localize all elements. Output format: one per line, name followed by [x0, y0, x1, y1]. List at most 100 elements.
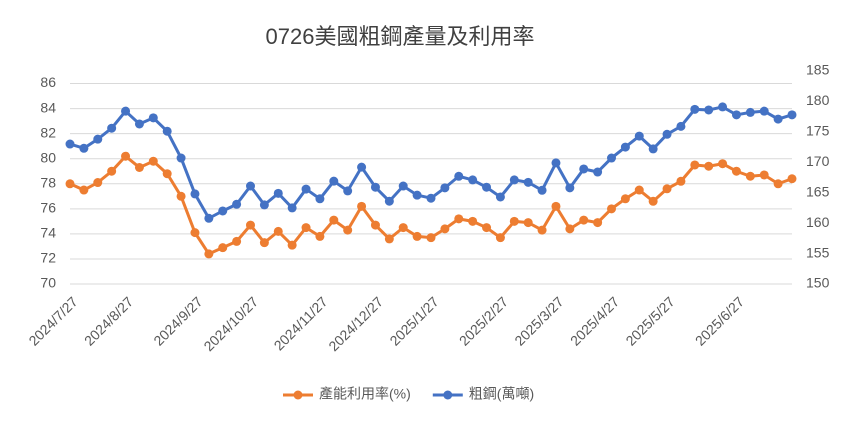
point: [426, 193, 436, 203]
x-tick-label: 2024/10/27: [200, 293, 261, 354]
x-tick-label: 2024/8/27: [81, 293, 137, 349]
point: [412, 190, 422, 200]
point: [454, 214, 464, 224]
y-tick-label: 86: [40, 74, 56, 90]
point: [662, 184, 672, 194]
point: [440, 183, 450, 193]
y-tick-label: 70: [40, 275, 56, 291]
point: [690, 160, 700, 170]
x-tick-label: 2025/4/27: [567, 293, 623, 349]
point: [384, 196, 394, 206]
point: [79, 185, 89, 195]
legend-marker: [293, 390, 303, 400]
point: [648, 196, 658, 206]
point: [162, 169, 172, 179]
point: [357, 201, 367, 211]
chart-title: 0726美國粗鋼產量及利用率: [266, 24, 535, 49]
point: [690, 104, 700, 114]
point: [759, 106, 769, 116]
point: [343, 186, 353, 196]
point: [454, 171, 464, 181]
point: [718, 159, 728, 169]
y2-tick-label: 170: [806, 153, 830, 169]
point: [107, 166, 117, 176]
point: [301, 184, 311, 194]
point: [537, 185, 547, 195]
point: [370, 182, 380, 192]
y2-tick-label: 165: [806, 183, 830, 199]
point: [176, 153, 186, 163]
y2-tick-label: 175: [806, 123, 830, 139]
point: [620, 142, 630, 152]
point: [718, 102, 728, 112]
point: [482, 182, 492, 192]
point: [593, 218, 603, 228]
point: [107, 123, 117, 133]
point: [315, 194, 325, 204]
y2-tick-label: 160: [806, 214, 830, 230]
point: [773, 179, 783, 189]
point: [426, 233, 436, 243]
y-tick-label: 74: [40, 225, 56, 241]
x-tick-label: 2024/11/27: [271, 293, 331, 353]
point: [93, 134, 103, 144]
x-tick-label: 2025/6/27: [692, 293, 748, 349]
point: [759, 170, 769, 180]
point: [384, 234, 394, 244]
point: [565, 224, 575, 234]
legend-label: 產能利用率(%): [319, 386, 411, 402]
point: [440, 224, 450, 234]
point: [357, 162, 367, 172]
point: [121, 106, 131, 116]
point: [273, 188, 283, 198]
point: [704, 105, 714, 115]
point: [662, 129, 672, 139]
point: [93, 178, 103, 188]
point: [246, 181, 255, 191]
point: [134, 162, 144, 172]
point: [329, 176, 339, 186]
x-tick-label: 2024/12/27: [325, 293, 386, 354]
y2-tick-label: 180: [806, 92, 830, 108]
point: [731, 166, 741, 176]
point: [190, 228, 200, 238]
point: [218, 206, 228, 216]
point: [259, 238, 269, 248]
point: [537, 225, 547, 235]
point: [607, 153, 616, 163]
point: [509, 175, 519, 185]
point: [676, 121, 686, 131]
point: [634, 185, 644, 195]
point: [495, 192, 505, 202]
point: [121, 151, 131, 161]
point: [745, 171, 755, 181]
x-tick-label: 2025/2/27: [456, 293, 512, 349]
point: [343, 225, 353, 235]
point: [190, 189, 200, 199]
point: [676, 176, 686, 186]
y-tick-label: 80: [40, 149, 56, 165]
point: [232, 236, 242, 246]
point: [329, 215, 339, 225]
point: [273, 226, 283, 236]
point: [232, 199, 242, 209]
y-tick-label: 82: [40, 124, 56, 140]
x-tick-label: 2025/3/27: [511, 293, 567, 349]
point: [551, 201, 561, 211]
point: [148, 156, 158, 166]
point: [579, 215, 589, 225]
point: [787, 174, 797, 184]
point: [787, 110, 797, 120]
point: [79, 143, 89, 153]
point: [65, 179, 75, 189]
point: [398, 181, 408, 191]
point: [731, 110, 741, 120]
point: [370, 220, 380, 230]
point: [579, 164, 589, 174]
point: [607, 204, 616, 214]
point: [246, 220, 255, 230]
y-tick-label: 78: [40, 174, 56, 190]
point: [287, 240, 297, 250]
y-tick-label: 84: [40, 99, 56, 115]
